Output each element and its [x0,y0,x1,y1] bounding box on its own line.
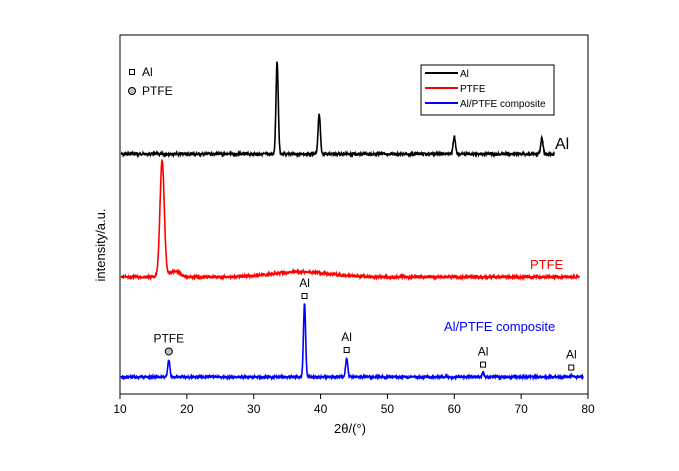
x-axis-label: 2θ/(°) [334,421,366,436]
peak-annotation: Al [478,345,489,359]
x-tick-label: 20 [180,402,194,416]
annotations-layer: PTFE Al Al Al Al [153,276,577,371]
series-line-ptfe [120,158,580,282]
square-marker [129,69,135,75]
series-line-al [120,61,556,159]
x-tick-label: 50 [381,402,395,416]
legend-label: Al [460,69,469,80]
square-marker [301,293,308,299]
x-tick-label: 60 [448,402,462,416]
x-tick-label: 40 [314,402,328,416]
square-marker [480,361,487,368]
circle-marker [128,87,136,95]
peak-annotation: PTFE [153,331,184,345]
marker-legend-label: Al [142,65,153,79]
peak-annotation: Al [566,348,577,362]
x-tick-label: 70 [514,402,528,416]
square-marker [343,347,350,354]
legend-label: PTFE [460,84,486,95]
peak-annotation: Al [299,276,310,290]
legend-label: Al/PTFE composite [460,99,546,110]
series-trace-label: Al/PTFE composite [444,319,555,334]
square-marker [568,364,575,371]
plot-frame-layer [119,34,589,395]
marker-legend-label: PTFE [142,84,173,98]
series-line-al-ptfe-composite [120,303,584,382]
legend-layer: Al PTFE Al PTFE Al/PTFE composite [128,64,555,116]
x-tick-label: 80 [581,402,595,416]
y-axis-label: intensity/a.u. [93,209,108,282]
circle-marker [164,347,173,356]
x-tick-label: 10 [113,402,127,416]
ticks-layer: 10 20 30 40 50 60 70 80 [113,394,595,416]
peak-annotation: Al [341,330,352,344]
x-tick-label: 30 [247,402,261,416]
plot-frame [119,34,589,395]
series-trace-label: Al [555,136,569,153]
series-trace-label: PTFE [530,257,564,272]
traces-layer: Al PTFE Al/PTFE composite [120,61,584,382]
